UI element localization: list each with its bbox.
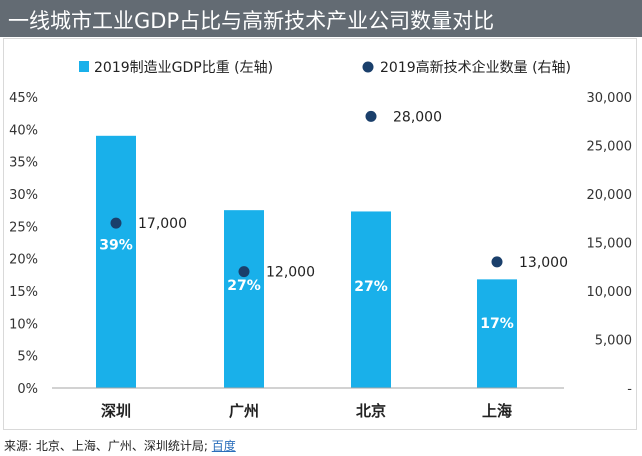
dot-value-label: 12,000 <box>266 265 315 281</box>
y-right-tick-label: - <box>627 382 632 397</box>
y-right-tick-label: 25,000 <box>587 140 633 155</box>
y-right-tick-label: 15,000 <box>587 237 633 252</box>
legend-dot-label: 2019高新技术企业数量 (右轴) <box>380 59 571 76</box>
source-label: 来源: 北京、上海、广州、深圳统计局; <box>4 439 208 453</box>
bar <box>224 210 264 388</box>
dot-point <box>238 266 250 278</box>
bar-value-label: 39% <box>99 237 133 253</box>
dot-value-label: 13,000 <box>519 255 568 271</box>
category-label: 广州 <box>229 402 259 420</box>
bar-value-label: 27% <box>354 279 388 295</box>
y-right-tick-label: 30,000 <box>587 91 633 106</box>
y-left-tick-label: 5% <box>17 350 38 365</box>
category-label: 深圳 <box>101 402 131 420</box>
y-left-tick-label: 15% <box>9 285 38 300</box>
y-left-tick-label: 10% <box>9 317 38 332</box>
bar <box>96 135 136 388</box>
dot-value-label: 17,000 <box>138 216 187 232</box>
y-left-tick-label: 40% <box>9 123 38 138</box>
legend-bar-label: 2019制造业GDP比重 (左轴) <box>94 60 273 76</box>
category-label: 上海 <box>482 402 512 420</box>
bar <box>477 279 517 388</box>
y-right-tick-label: 20,000 <box>587 188 633 203</box>
y-left-tick-label: 20% <box>9 253 38 268</box>
y-left-tick-label: 30% <box>9 188 38 203</box>
y-right-tick-label: 5,000 <box>595 334 632 349</box>
y-right-tick-label: 10,000 <box>587 285 633 300</box>
dot-point <box>365 110 377 122</box>
title-bar: 一线城市工业GDP占比与高新技术产业公司数量对比 <box>0 0 642 37</box>
y-left-tick-label: 45% <box>9 91 38 106</box>
y-left-tick-label: 35% <box>9 156 38 171</box>
chart-frame <box>3 38 637 430</box>
legend-bar-swatch <box>79 61 89 72</box>
source-note: 来源: 北京、上海、广州、深圳统计局; 百度 <box>4 437 236 454</box>
bar <box>351 211 391 388</box>
dot-point <box>491 256 503 268</box>
source-link[interactable]: 百度 <box>211 439 236 453</box>
y-left-tick-label: 25% <box>9 220 38 235</box>
bar-value-label: 17% <box>480 316 514 332</box>
dot-value-label: 28,000 <box>393 109 442 125</box>
chart-title: 一线城市工业GDP占比与高新技术产业公司数量对比 <box>8 9 495 33</box>
dot-point <box>110 217 122 229</box>
legend-dot-swatch <box>362 61 374 73</box>
category-label: 北京 <box>356 402 386 420</box>
y-left-tick-label: 0% <box>17 382 38 397</box>
bar-value-label: 27% <box>227 278 261 294</box>
